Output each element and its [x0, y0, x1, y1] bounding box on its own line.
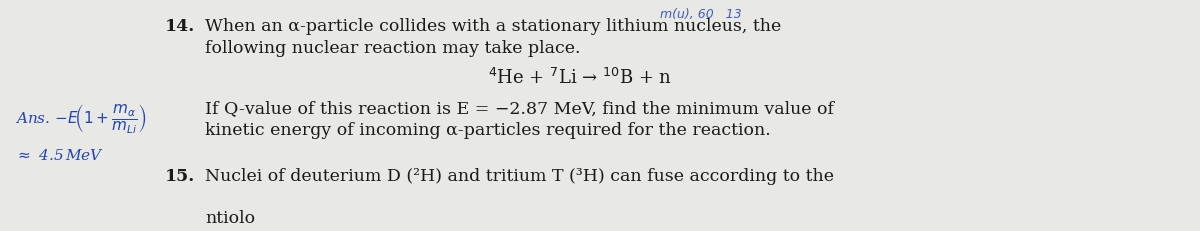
- Text: kinetic energy of incoming α-particles required for the reaction.: kinetic energy of incoming α-particles r…: [205, 122, 770, 139]
- Text: following nuclear reaction may take place.: following nuclear reaction may take plac…: [205, 40, 581, 57]
- Text: When an α-particle collides with a stationary lithium nucleus, the: When an α-particle collides with a stati…: [205, 18, 781, 35]
- Text: $^{4}$He + $^{7}$Li → $^{10}$B + n: $^{4}$He + $^{7}$Li → $^{10}$B + n: [488, 68, 672, 88]
- Text: 15.: 15.: [166, 168, 196, 185]
- Text: 14.: 14.: [166, 18, 196, 35]
- Text: ntiolo: ntiolo: [205, 210, 256, 227]
- Text: If Q-value of this reaction is E = −2.87 MeV, find the minimum value of: If Q-value of this reaction is E = −2.87…: [205, 100, 834, 117]
- Text: $\approx$ 4.5$\,$MeV: $\approx$ 4.5$\,$MeV: [14, 148, 104, 163]
- Text: Ans. $-E\!\left(1+\dfrac{m_\alpha}{m_{Li}}\right)$: Ans. $-E\!\left(1+\dfrac{m_\alpha}{m_{Li…: [14, 103, 146, 136]
- Text: Nuclei of deuterium D (²H) and tritium T (³H) can fuse according to the: Nuclei of deuterium D (²H) and tritium T…: [205, 168, 834, 185]
- Text: m(u), 60   13: m(u), 60 13: [660, 8, 742, 21]
